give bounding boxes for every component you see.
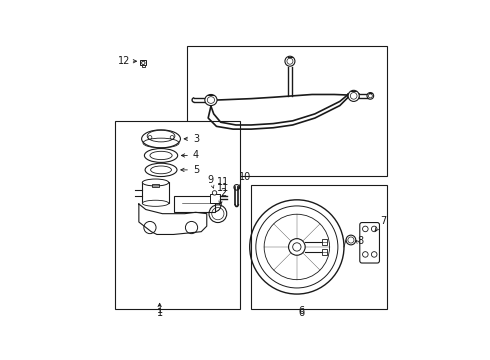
Text: 5: 5 — [181, 165, 199, 175]
Text: 2: 2 — [219, 188, 226, 204]
Text: 6: 6 — [298, 308, 304, 318]
Text: 7: 7 — [375, 216, 387, 231]
Bar — [322, 249, 327, 255]
Ellipse shape — [205, 94, 217, 105]
Text: 10: 10 — [239, 172, 251, 182]
Bar — [251, 185, 387, 309]
Text: 3: 3 — [184, 134, 199, 144]
Bar — [152, 184, 159, 187]
Bar — [142, 183, 169, 203]
Circle shape — [212, 191, 217, 195]
Bar — [187, 46, 387, 176]
Bar — [115, 121, 240, 309]
Ellipse shape — [145, 163, 177, 176]
Text: 1: 1 — [157, 308, 163, 318]
Ellipse shape — [142, 200, 169, 206]
Ellipse shape — [142, 179, 169, 186]
Text: 11: 11 — [217, 177, 229, 187]
Bar — [140, 60, 147, 66]
Text: 4: 4 — [181, 150, 199, 161]
Bar — [322, 239, 327, 245]
Bar — [142, 65, 145, 67]
Bar — [210, 194, 220, 203]
Circle shape — [142, 61, 145, 64]
Ellipse shape — [145, 149, 178, 162]
Text: 6: 6 — [298, 306, 304, 316]
Ellipse shape — [348, 90, 359, 102]
Bar — [173, 196, 215, 212]
Text: 9: 9 — [208, 175, 214, 185]
Ellipse shape — [285, 56, 295, 66]
Ellipse shape — [367, 93, 374, 99]
Text: 1: 1 — [157, 305, 163, 315]
Text: 12: 12 — [118, 56, 130, 66]
Text: 8: 8 — [357, 237, 363, 246]
Text: 11: 11 — [217, 183, 229, 193]
